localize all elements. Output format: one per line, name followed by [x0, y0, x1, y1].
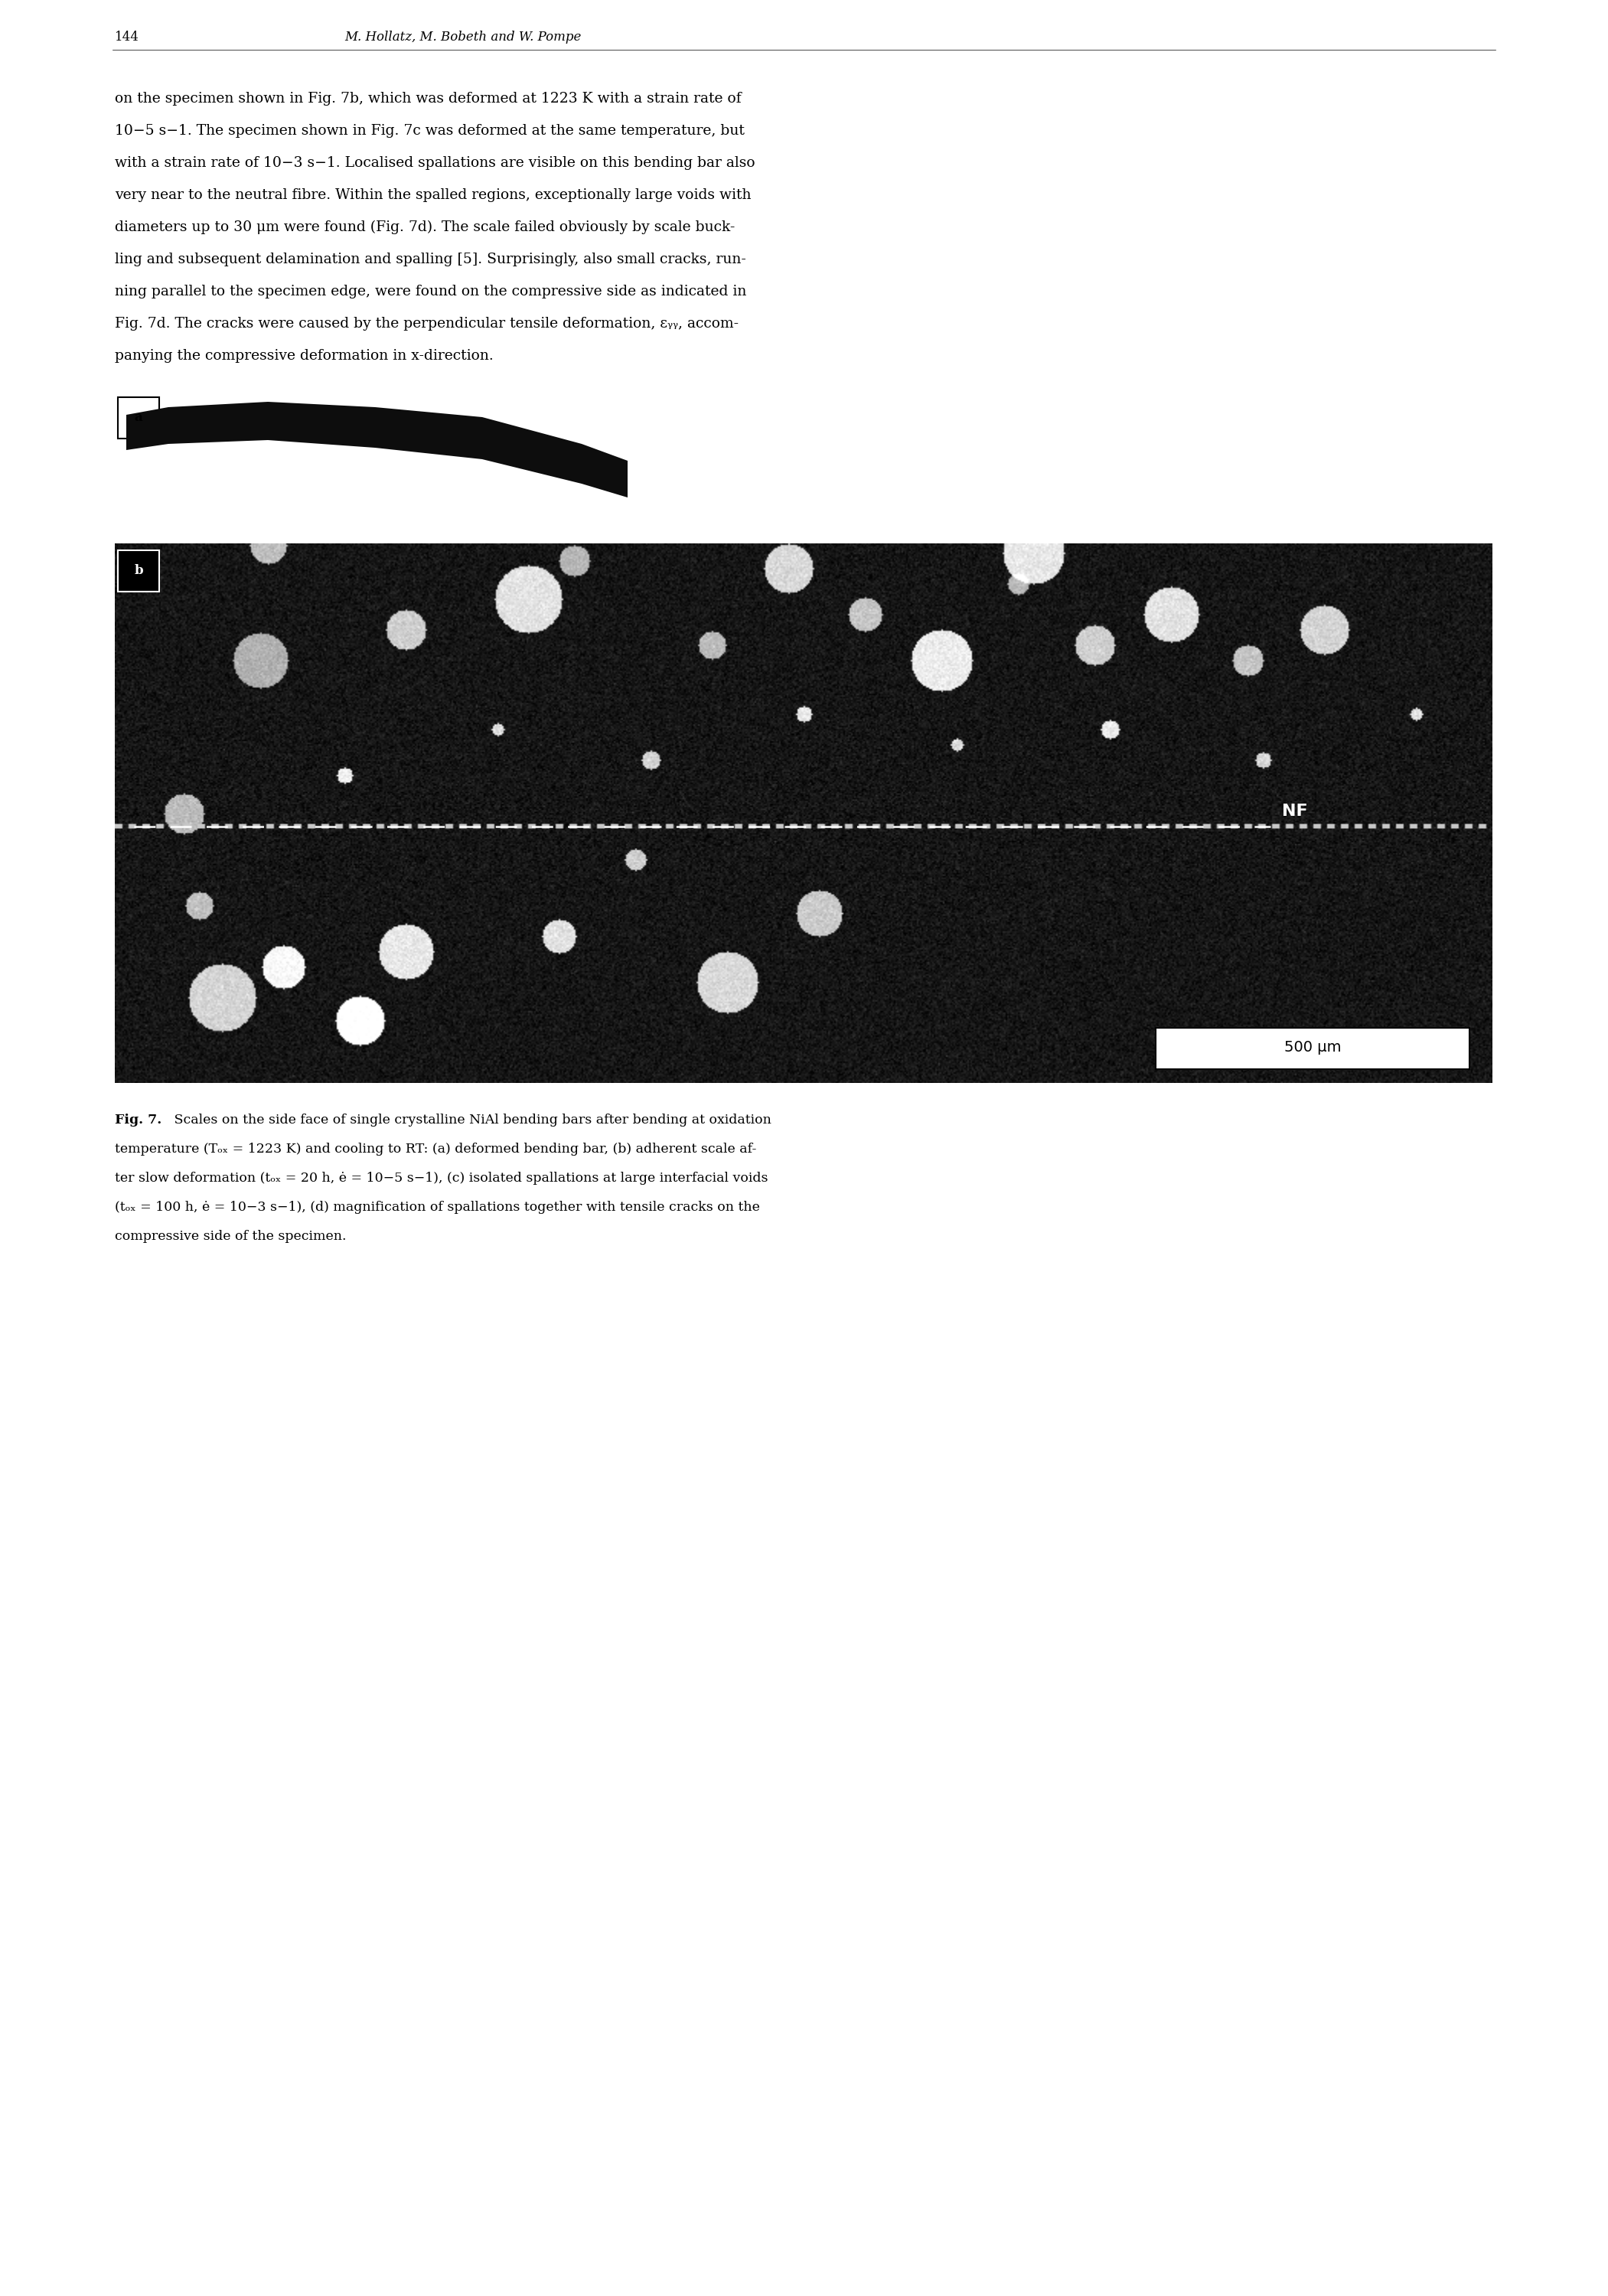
Text: a: a — [135, 411, 143, 425]
Text: 500 μm: 500 μm — [1285, 1040, 1341, 1054]
Text: very near to the neutral fibre. Within the spalled regions, exceptionally large : very near to the neutral fibre. Within t… — [114, 188, 751, 202]
Polygon shape — [127, 402, 627, 498]
Text: on the specimen shown in Fig. 7b, which was deformed at 1223 K with a strain rat: on the specimen shown in Fig. 7b, which … — [114, 92, 741, 106]
FancyBboxPatch shape — [117, 397, 159, 439]
Text: 10−5 s−1. The specimen shown in Fig. 7c was deformed at the same temperature, bu: 10−5 s−1. The specimen shown in Fig. 7c … — [114, 124, 745, 138]
Text: ling and subsequent delamination and spalling [5]. Surprisingly, also small crac: ling and subsequent delamination and spa… — [114, 253, 746, 266]
Text: Fig. 7.: Fig. 7. — [114, 1114, 162, 1127]
Text: (tₒₓ = 100 h, ė = 10−3 s−1), (d) magnification of spallations together with tens: (tₒₓ = 100 h, ė = 10−3 s−1), (d) magnifi… — [114, 1201, 761, 1215]
Bar — [1156, 1029, 1470, 1070]
FancyBboxPatch shape — [117, 551, 159, 592]
Text: with a strain rate of 10−3 s−1. Localised spallations are visible on this bendin: with a strain rate of 10−3 s−1. Localise… — [114, 156, 756, 170]
Text: compressive side of the specimen.: compressive side of the specimen. — [114, 1231, 346, 1242]
Text: panying the compressive deformation in x-direction.: panying the compressive deformation in x… — [114, 349, 494, 363]
Text: diameters up to 30 μm were found (Fig. 7d). The scale failed obviously by scale : diameters up to 30 μm were found (Fig. 7… — [114, 220, 735, 234]
Text: Scales on the side face of single crystalline NiAl bending bars after bending at: Scales on the side face of single crysta… — [170, 1114, 772, 1127]
Text: NF: NF — [1282, 804, 1307, 820]
Bar — [114, 390, 666, 528]
Text: Fig. 7d. The cracks were caused by the perpendicular tensile deformation, εᵧᵧ, a: Fig. 7d. The cracks were caused by the p… — [114, 317, 738, 331]
Text: b: b — [133, 565, 143, 579]
Text: ning parallel to the specimen edge, were found on the compressive side as indica: ning parallel to the specimen edge, were… — [114, 285, 746, 298]
Text: ter slow deformation (tₒₓ = 20 h, ė = 10−5 s−1), (c) isolated spallations at lar: ter slow deformation (tₒₓ = 20 h, ė = 10… — [114, 1171, 769, 1185]
Text: M. Hollatz, M. Bobeth and W. Pompe: M. Hollatz, M. Bobeth and W. Pompe — [344, 30, 580, 44]
Text: 144: 144 — [114, 30, 140, 44]
Text: temperature (Tₒₓ = 1223 K) and cooling to RT: (a) deformed bending bar, (b) adhe: temperature (Tₒₓ = 1223 K) and cooling t… — [114, 1143, 756, 1155]
